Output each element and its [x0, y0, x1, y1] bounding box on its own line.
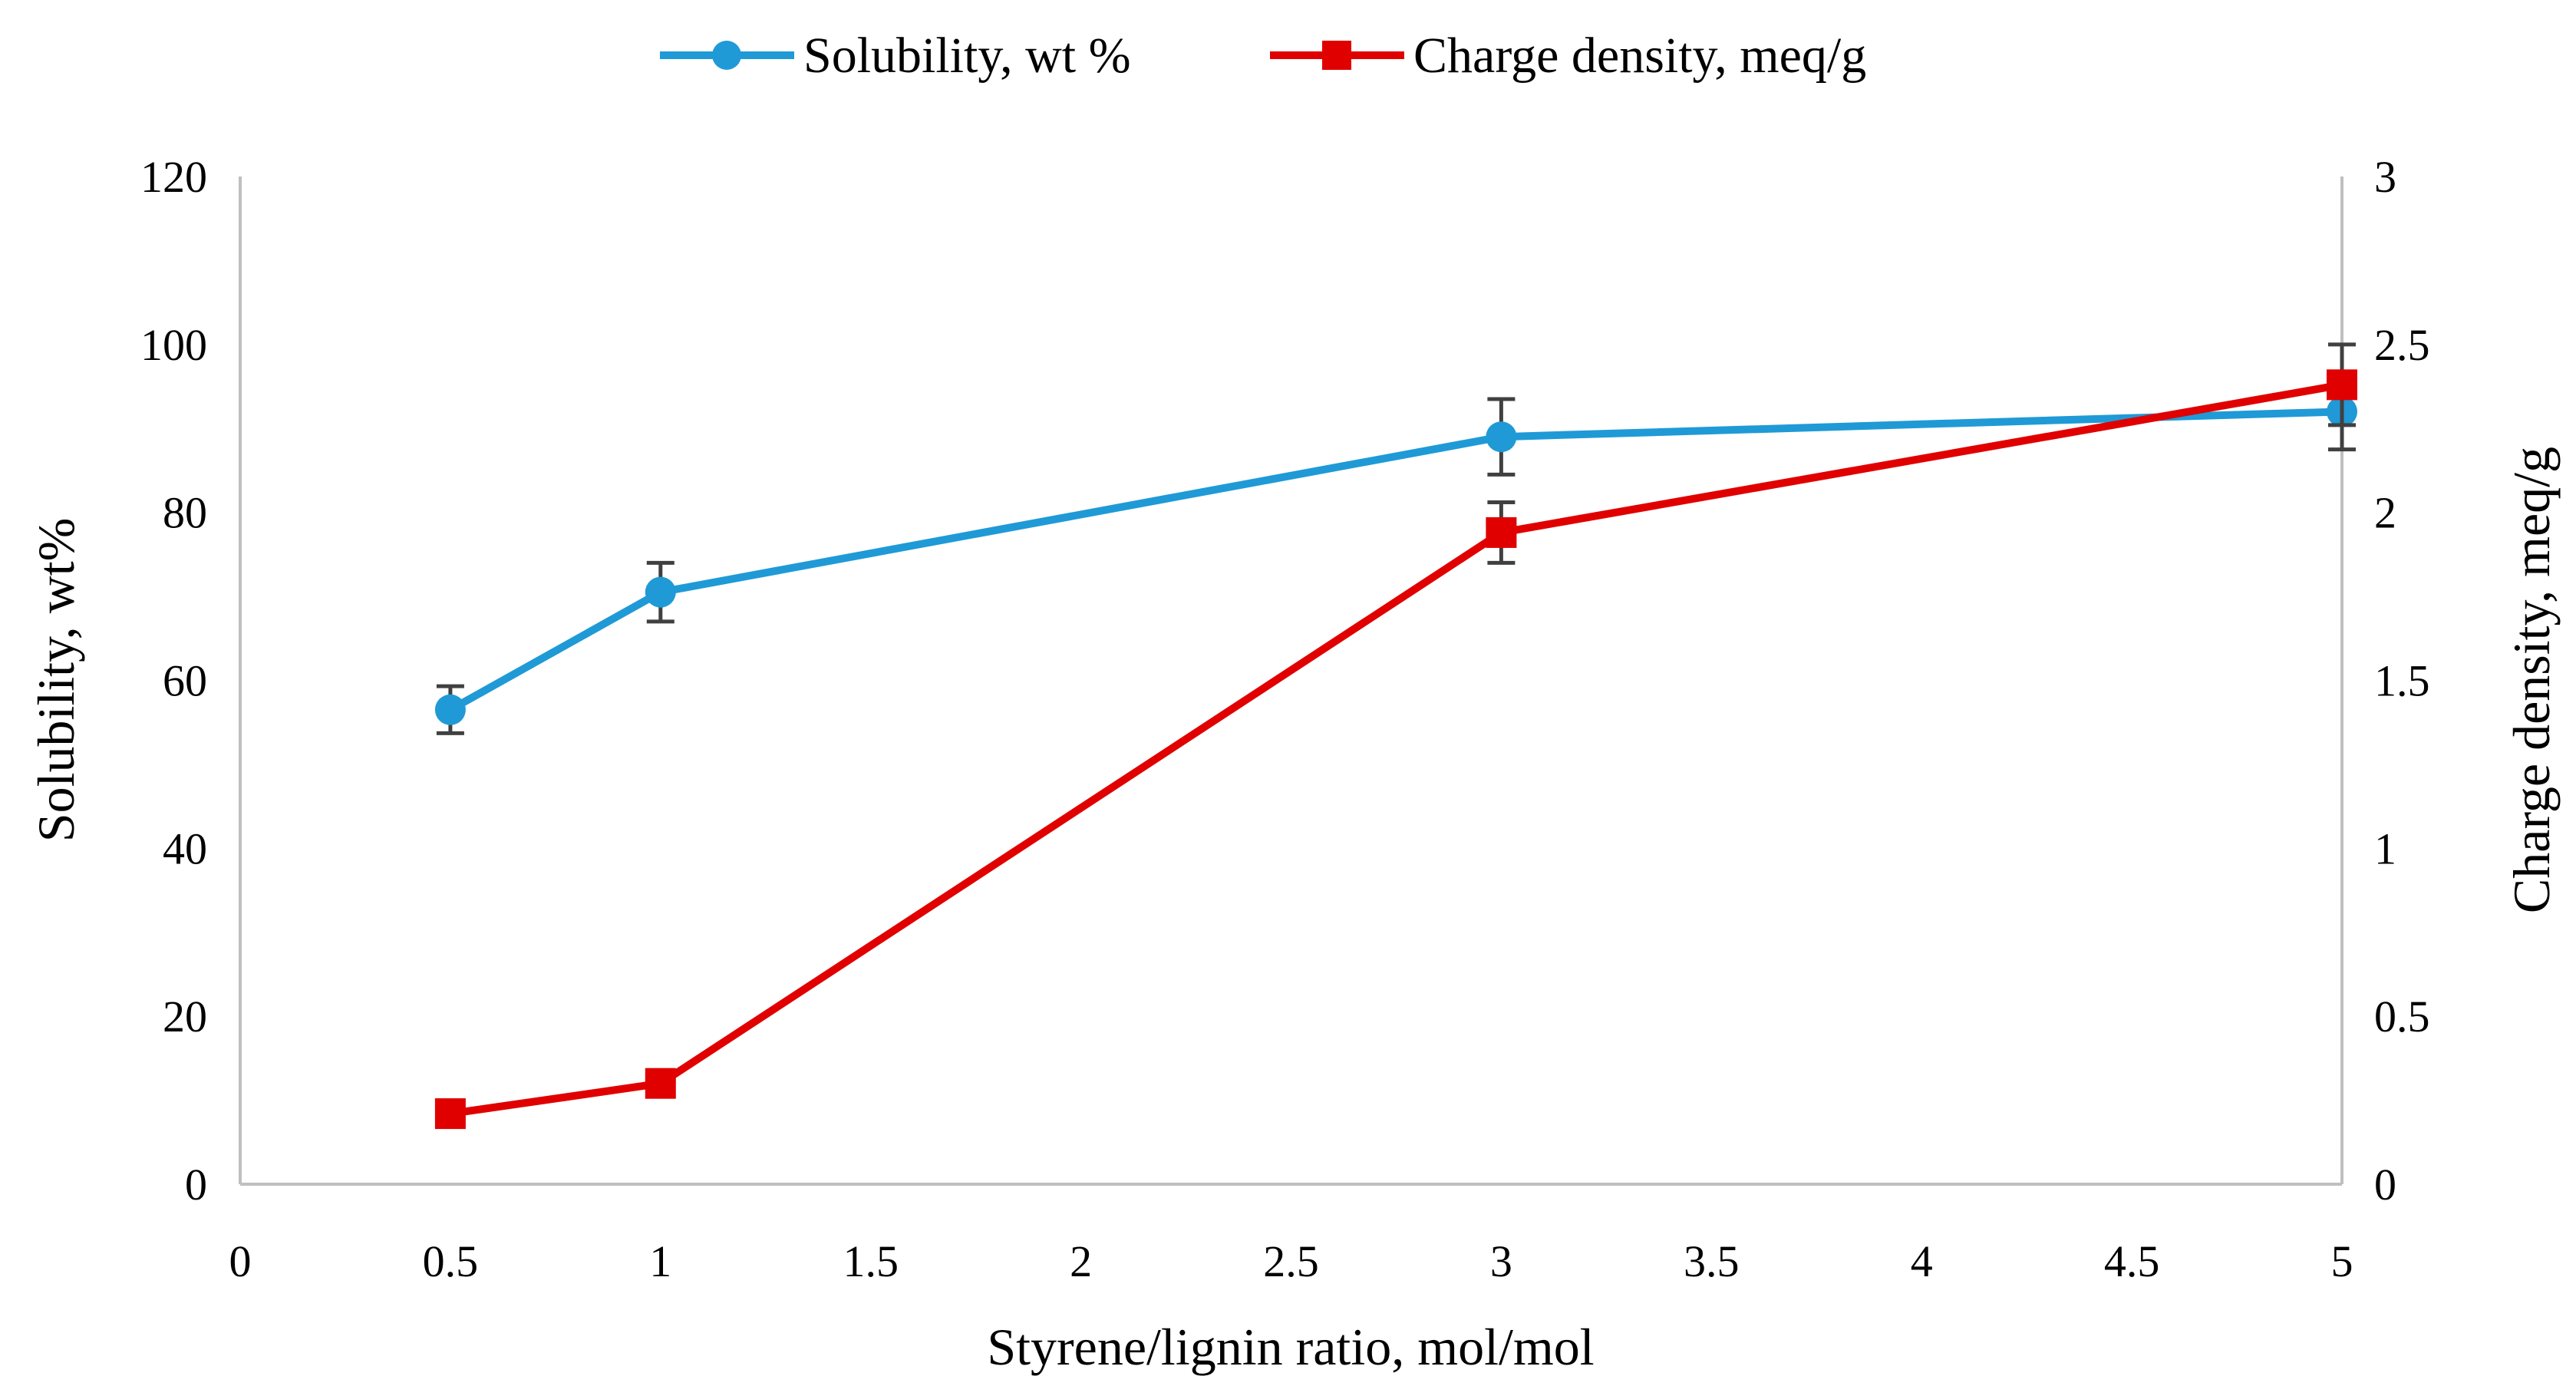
x-tick-label: 1.5	[843, 1236, 899, 1286]
y-right-tick-label: 2.5	[2374, 320, 2430, 370]
x-tick-label: 4	[1911, 1236, 1933, 1286]
data-point-charge	[1486, 516, 1517, 548]
data-point-solubility	[434, 694, 466, 725]
legend-solubility-label: Solubility, wt %	[803, 28, 1131, 84]
y-right-tick-label: 2	[2374, 488, 2396, 538]
data-point-charge	[2327, 369, 2357, 401]
x-tick-label: 2.5	[1263, 1236, 1319, 1286]
y-left-tick-label: 120	[140, 152, 207, 202]
y-right-tick-label: 1	[2374, 823, 2396, 873]
series-layer	[434, 342, 2357, 1130]
y-right-tick-label: 1.5	[2374, 656, 2430, 706]
x-tick-label: 0	[229, 1236, 252, 1286]
y-axis-right-title: Charge density, meq/g	[2502, 447, 2561, 913]
x-tick-label: 1	[649, 1236, 671, 1286]
series-line-solubility	[448, 408, 2343, 714]
x-tick-label: 5	[2331, 1236, 2353, 1286]
legend-charge-marker	[1322, 41, 1351, 70]
legend-item-charge: Charge density, meq/g	[1270, 28, 1866, 84]
legend-charge-label: Charge density, meq/g	[1413, 28, 1866, 84]
legend: Solubility, wt % Charge density, meq/g	[660, 28, 1866, 84]
data-point-charge	[434, 1098, 466, 1130]
data-point-charge	[645, 1068, 676, 1099]
data-point-solubility	[1486, 421, 1517, 453]
series-charge	[434, 342, 2357, 1130]
y-left-tick-label: 80	[163, 488, 207, 538]
y-axis-left-title: Solubility, wt%	[27, 518, 85, 843]
x-tick-label: 3	[1490, 1236, 1512, 1286]
series-line-charge	[450, 381, 2343, 1118]
x-tick-label: 3.5	[1684, 1236, 1740, 1286]
y-right-tick-label: 3	[2374, 152, 2396, 202]
y-left-tick-label: 100	[140, 320, 207, 370]
y-left-tick-labels: 0 20 40 60 80 100 120	[140, 152, 207, 1210]
y-right-tick-label: 0.5	[2374, 992, 2430, 1041]
y-right-tick-label: 0	[2374, 1160, 2396, 1210]
y-right-tick-labels: 0 0.5 1 1.5 2 2.5 3	[2374, 152, 2430, 1210]
x-tick-labels: 0 0.5 1 1.5 2 2.5 3 3.5 4 4.5 5	[229, 1236, 2353, 1286]
x-tick-label: 2	[1070, 1236, 1092, 1286]
y-left-tick-label: 60	[163, 656, 207, 706]
y-left-tick-label: 20	[163, 992, 207, 1041]
legend-item-solubility: Solubility, wt %	[660, 28, 1131, 84]
legend-solubility-marker	[712, 41, 741, 70]
x-tick-label: 0.5	[423, 1236, 479, 1286]
x-tick-label: 4.5	[2104, 1236, 2160, 1286]
y-left-tick-label: 40	[163, 823, 207, 873]
x-axis-title: Styrene/lignin ratio, mol/mol	[987, 1318, 1594, 1376]
data-point-solubility	[645, 576, 676, 608]
y-left-tick-label: 0	[185, 1160, 207, 1210]
series-solubility	[434, 371, 2357, 735]
